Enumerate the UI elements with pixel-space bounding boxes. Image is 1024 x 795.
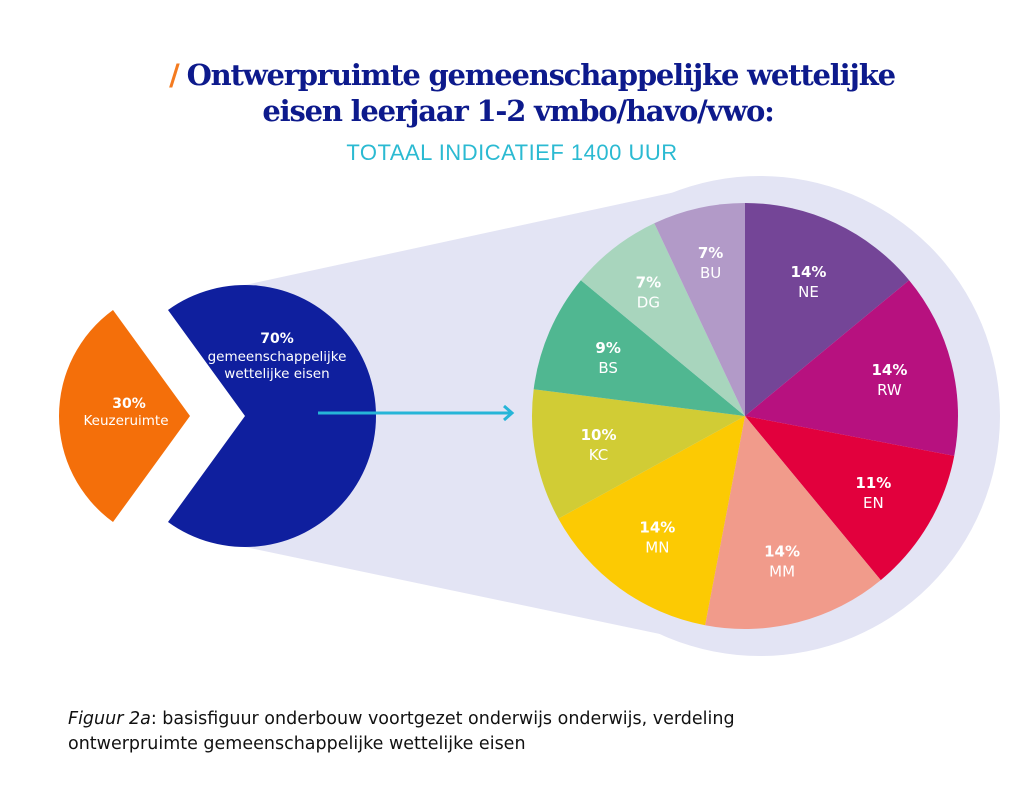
label-gem-value: 70% [260,331,294,347]
label-ne-value: 14% [791,263,827,281]
arrow-head-icon [503,404,515,422]
label-bs-value: 9% [595,339,620,357]
slash-accent-icon: / [169,58,180,92]
slice-en [745,416,955,581]
label-bu-name: BU [700,264,721,282]
title-text: Ontwerpruimte gemeenschappelijke wetteli… [186,58,896,92]
slice-mn [558,416,745,626]
figure-caption: Figuur 2a: basisfiguur onderbouw voortge… [68,707,968,757]
label-rw-value: 14% [871,361,907,379]
caption-text-2: ontwerpruimte gemeenschappelijke wetteli… [68,734,526,754]
chart-title-line1: / Ontwerpruimte gemeenschappelijke wettel… [20,58,1024,92]
slice-gemeenschappelijk [168,285,376,547]
label-en-value: 11% [855,474,891,492]
slice-bs [533,280,745,416]
slice-rw [745,280,958,456]
label-keuzeruimte-name: Keuzeruimte [83,413,168,429]
pie-charts: 30%Keuzeruimte 70% gemeenschappelijkewette… [59,176,1000,656]
label-en-name: EN [863,494,884,512]
label-gem-name-2: wettelijke eisen [224,366,329,382]
slice-dg [580,223,745,416]
label-rw-name: RW [877,381,902,399]
label-mm-value: 14% [764,542,800,560]
label-mn-value: 14% [639,519,675,537]
slice-mm [705,416,881,629]
label-kc-value: 10% [581,426,617,444]
slice-kc [532,389,745,519]
label-dg-name: DG [637,293,660,311]
slice-bu [654,203,745,416]
caption-text-1: : basisfiguur onderbouw voortgezet onder… [150,709,735,729]
label-bs-name: BS [598,359,618,377]
chart-subtitle: TOTAAL INDICATIEF 1400 UUR [346,140,678,165]
slice-ne [745,203,910,416]
label-ne-name: NE [798,283,819,301]
label-kc-name: KC [589,446,609,464]
slice-keuzeruimte [59,310,190,522]
label-keuzeruimte-value: 30% [112,396,146,412]
label-gem-name-1: gemeenschappelijke [208,349,347,365]
label-mn-name: MN [645,539,669,557]
label-dg-value: 7% [636,273,661,291]
chart-title-line2: eisen leerjaar 1-2 vmbo/havo/vwo: [262,94,774,128]
label-mm-name: MM [769,562,795,580]
label-bu-value: 7% [698,244,723,262]
caption-label: Figuur 2a [68,709,151,729]
